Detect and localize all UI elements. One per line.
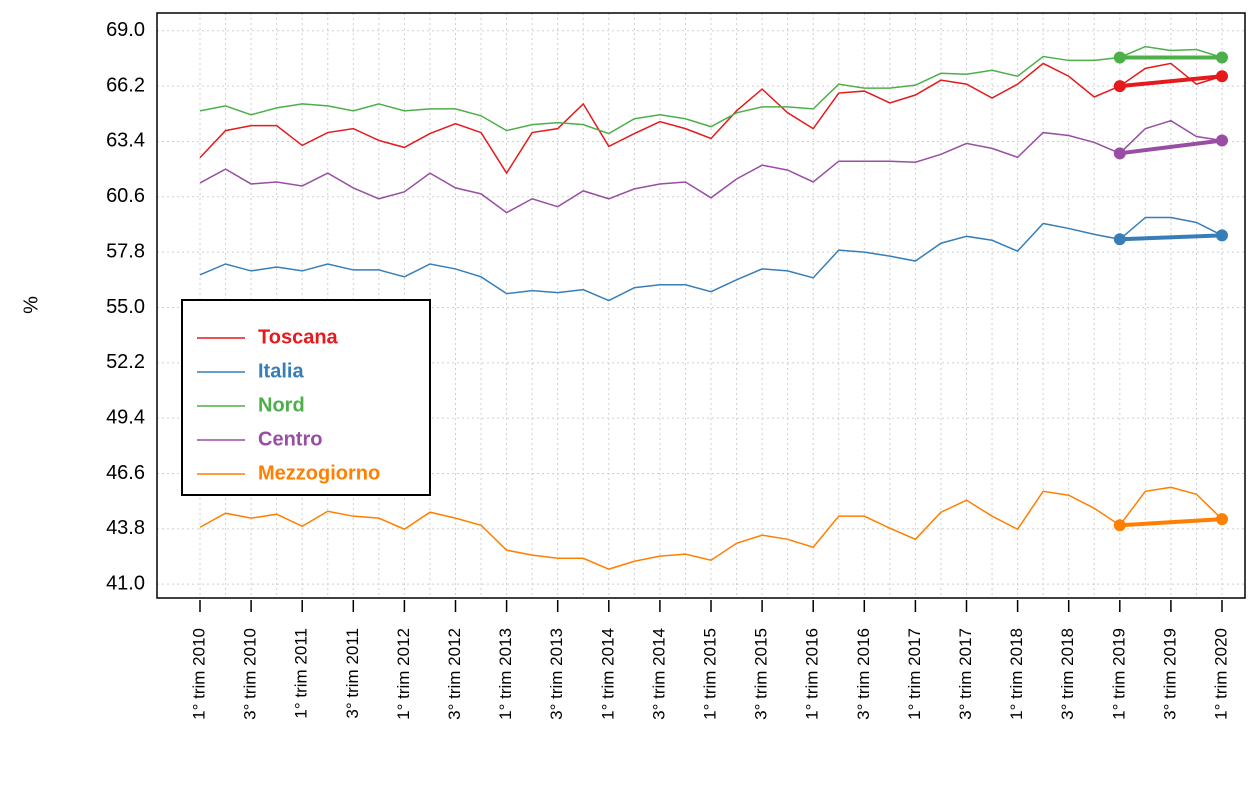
x-tick-label: 1° trim 2011 (292, 628, 311, 719)
y-tick-label: 43.8 (106, 517, 145, 539)
highlight-segment (1119, 517, 1223, 528)
y-tick-label: 63.4 (106, 130, 145, 152)
legend-label: Toscana (258, 326, 339, 348)
y-tick-label: 60.6 (106, 185, 145, 207)
series-line (199, 62, 1223, 175)
y-tick-label: 49.4 (106, 406, 145, 428)
y-tick-label: 46.6 (106, 462, 145, 484)
series-line (199, 119, 1223, 214)
x-tick-label: 1° trim 2016 (803, 628, 822, 720)
series-line (199, 486, 1223, 570)
y-tick-label: 66.2 (106, 74, 145, 96)
x-tick-label: 3° trim 2011 (343, 628, 362, 719)
highlight-point (1113, 80, 1126, 93)
x-tick-label: 3° trim 2014 (649, 628, 668, 720)
x-tick-label: 1° trim 2019 (1109, 628, 1128, 720)
x-tick-label: 1° trim 2010 (189, 628, 208, 720)
x-tick-label: 1° trim 2018 (1007, 628, 1026, 720)
highlight-point (1216, 134, 1228, 147)
x-tick-label: 3° trim 2018 (1058, 628, 1077, 720)
highlight-segment (1119, 233, 1223, 242)
x-tick-label: 1° trim 2017 (905, 628, 924, 720)
y-tick-label: 41.0 (106, 572, 145, 594)
legend-box (181, 299, 431, 496)
highlight-point (1216, 70, 1228, 83)
x-tick-label: 1° trim 2020 (1211, 628, 1230, 720)
y-tick-label: 57.8 (106, 240, 145, 262)
x-tick-label: 3° trim 2015 (752, 628, 771, 720)
x-tick-label: 3° trim 2010 (241, 628, 260, 720)
plot-frame (156, 12, 1246, 599)
series-line (199, 45, 1223, 135)
highlight-segment (1119, 138, 1223, 156)
x-tick-label: 1° trim 2013 (496, 628, 515, 720)
x-tick-label: 1° trim 2015 (700, 628, 719, 720)
legend-label: Centro (258, 428, 322, 450)
y-tick-label: 69.0 (106, 19, 145, 41)
highlight-point (1113, 147, 1126, 160)
x-tick-label: 3° trim 2017 (956, 628, 975, 720)
x-tick-label: 1° trim 2014 (598, 628, 617, 720)
x-tick-label: 1° trim 2012 (394, 628, 413, 720)
highlight-point (1113, 51, 1126, 64)
highlight-point (1216, 513, 1228, 526)
legend-label: Mezzogiorno (258, 462, 380, 484)
legend-label: Italia (258, 360, 304, 382)
highlight-segment (1119, 74, 1223, 89)
highlight-point (1216, 229, 1228, 242)
y-tick-label: 55.0 (106, 296, 145, 318)
highlight-point (1113, 233, 1126, 246)
x-tick-label: 3° trim 2013 (547, 628, 566, 720)
y-axis-label: % (20, 296, 42, 314)
highlight-point (1216, 51, 1228, 64)
series-line (199, 216, 1223, 302)
x-tick-label: 3° trim 2012 (445, 628, 464, 720)
highlight-point (1113, 519, 1126, 532)
legend-label: Nord (258, 394, 305, 416)
x-tick-label: 3° trim 2016 (854, 628, 873, 720)
y-tick-label: 52.2 (106, 351, 145, 373)
x-tick-label: 3° trim 2019 (1160, 628, 1179, 720)
